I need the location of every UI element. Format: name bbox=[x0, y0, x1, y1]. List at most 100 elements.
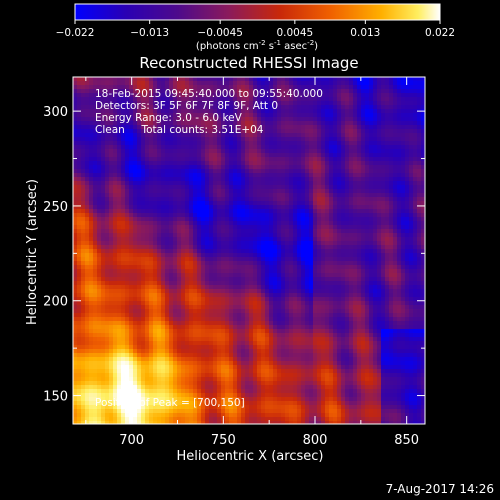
heatmap-cell bbox=[261, 185, 266, 190]
heatmap-cell bbox=[213, 181, 218, 186]
heatmap-cell bbox=[301, 213, 306, 218]
heatmap-cell bbox=[165, 145, 170, 150]
heatmap-cell bbox=[93, 233, 98, 238]
heatmap-cell bbox=[413, 101, 418, 106]
heatmap-cell bbox=[117, 225, 122, 230]
heatmap-cell bbox=[373, 77, 378, 82]
heatmap-cell bbox=[277, 229, 282, 234]
heatmap-cell bbox=[353, 109, 358, 114]
heatmap-cell bbox=[113, 105, 118, 110]
heatmap-cell bbox=[273, 233, 278, 238]
heatmap-cell bbox=[421, 125, 425, 130]
heatmap-cell bbox=[333, 161, 338, 166]
heatmap-cell bbox=[233, 193, 238, 198]
heatmap-cell bbox=[285, 241, 290, 246]
heatmap-cell bbox=[309, 261, 314, 266]
heatmap-cell bbox=[213, 229, 218, 234]
heatmap-cell bbox=[397, 165, 402, 170]
heatmap-cell bbox=[233, 105, 238, 110]
heatmap-cell bbox=[385, 85, 390, 90]
heatmap-cell bbox=[277, 121, 282, 126]
heatmap-cell bbox=[241, 125, 246, 130]
heatmap-cell bbox=[365, 101, 370, 106]
heatmap-cell bbox=[417, 149, 422, 154]
heatmap-cell bbox=[273, 181, 278, 186]
heatmap-cell bbox=[201, 161, 206, 166]
heatmap-cell bbox=[297, 193, 302, 198]
heatmap-cell bbox=[225, 273, 230, 278]
heatmap-cell bbox=[101, 117, 106, 122]
heatmap-cell bbox=[237, 169, 242, 174]
heatmap-cell bbox=[225, 301, 230, 306]
heatmap-cell bbox=[109, 209, 114, 214]
heatmap-cell bbox=[289, 153, 294, 158]
heatmap-cell bbox=[349, 193, 354, 198]
heatmap-cell bbox=[341, 289, 346, 294]
heatmap-cell bbox=[309, 121, 314, 126]
heatmap-cell bbox=[73, 81, 78, 86]
heatmap-cell bbox=[197, 165, 202, 170]
heatmap-cell bbox=[321, 289, 326, 294]
heatmap-cell bbox=[229, 129, 234, 134]
heatmap-cell bbox=[121, 273, 126, 278]
heatmap-cell bbox=[313, 265, 318, 270]
heatmap-cell bbox=[85, 253, 90, 258]
heatmap-cell bbox=[121, 137, 126, 142]
heatmap-cell bbox=[417, 257, 422, 262]
heatmap-cell bbox=[237, 125, 242, 130]
heatmap-cell bbox=[385, 109, 390, 114]
heatmap-cell bbox=[237, 185, 242, 190]
heatmap-cell bbox=[89, 217, 94, 222]
heatmap-cell bbox=[137, 77, 142, 82]
heatmap-cell bbox=[333, 117, 338, 122]
heatmap-cell bbox=[245, 153, 250, 158]
heatmap-cell bbox=[353, 141, 358, 146]
heatmap-cell bbox=[373, 121, 378, 126]
heatmap-cell bbox=[237, 253, 242, 258]
heatmap-cell bbox=[245, 301, 250, 306]
heatmap-cell bbox=[393, 129, 398, 134]
heatmap-cell bbox=[225, 145, 230, 150]
heatmap-cell bbox=[217, 93, 222, 98]
heatmap-cell bbox=[121, 189, 126, 194]
heatmap-cell bbox=[133, 121, 138, 126]
heatmap-cell bbox=[269, 121, 274, 126]
heatmap-cell bbox=[381, 265, 386, 270]
heatmap-cell bbox=[225, 125, 230, 130]
heatmap-cell bbox=[249, 141, 254, 146]
heatmap-cell bbox=[181, 149, 186, 154]
heatmap-cell bbox=[221, 133, 226, 138]
heatmap-cell bbox=[189, 241, 194, 246]
heatmap-cell bbox=[157, 197, 162, 202]
heatmap-cell bbox=[85, 301, 90, 306]
heatmap-cell bbox=[233, 265, 238, 270]
heatmap-cell bbox=[321, 213, 326, 218]
heatmap-cell bbox=[417, 249, 422, 254]
heatmap-cell bbox=[409, 277, 414, 282]
heatmap-cell bbox=[153, 201, 158, 206]
heatmap-cell bbox=[121, 165, 126, 170]
heatmap-cell bbox=[389, 181, 394, 186]
heatmap-cell bbox=[201, 293, 206, 298]
heatmap-cell bbox=[97, 225, 102, 230]
heatmap-cell bbox=[149, 229, 154, 234]
heatmap-cell bbox=[153, 173, 158, 178]
heatmap-cell bbox=[293, 213, 298, 218]
heatmap-cell bbox=[369, 121, 374, 126]
heatmap-cell bbox=[81, 185, 86, 190]
heatmap-cell bbox=[197, 285, 202, 290]
heatmap-cell bbox=[85, 273, 90, 278]
heatmap-cell bbox=[217, 185, 222, 190]
heatmap-cell bbox=[129, 173, 134, 178]
heatmap-cell bbox=[149, 89, 154, 94]
heatmap-cell bbox=[381, 97, 386, 102]
heatmap-cell bbox=[381, 121, 386, 126]
heatmap-cell bbox=[253, 233, 258, 238]
heatmap-cell bbox=[229, 293, 234, 298]
heatmap-cell bbox=[105, 197, 110, 202]
heatmap-cell bbox=[401, 253, 406, 258]
heatmap-cell bbox=[77, 161, 82, 166]
heatmap-cell bbox=[297, 221, 302, 226]
heatmap-cell bbox=[313, 205, 318, 210]
heatmap-cell bbox=[237, 261, 242, 266]
